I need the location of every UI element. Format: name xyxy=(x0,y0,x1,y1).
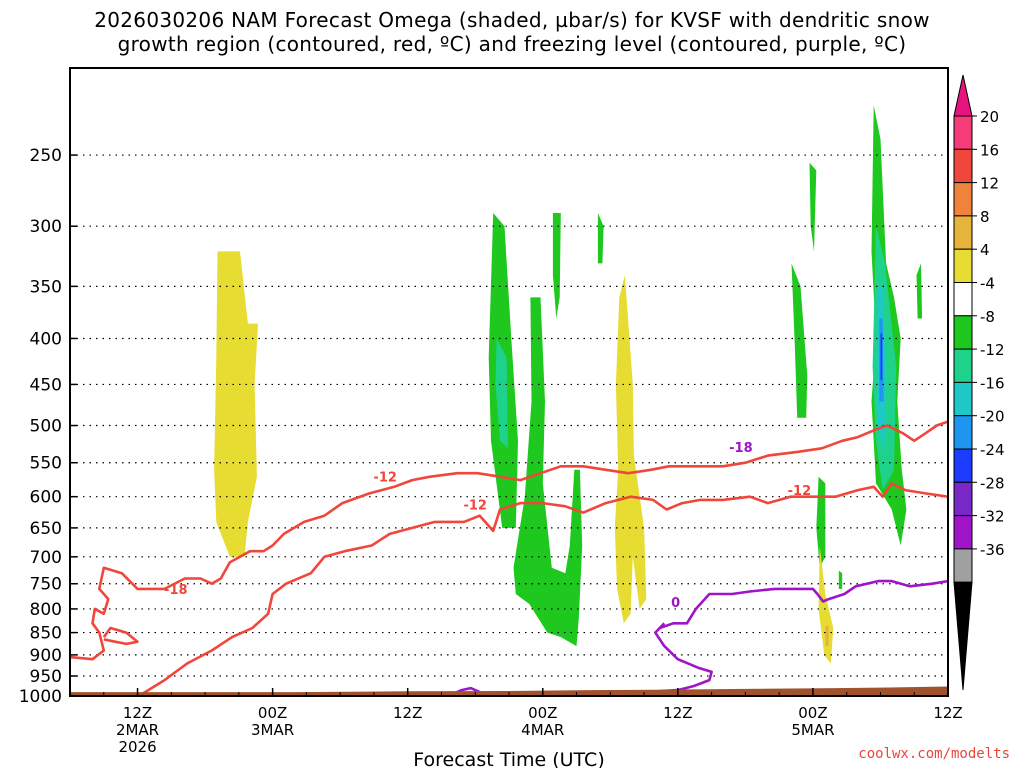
contour-label: 0 xyxy=(671,596,680,611)
colorbar-label: -16 xyxy=(980,374,1005,392)
x-tick-label: 5MAR xyxy=(791,721,834,739)
omega-region xyxy=(214,251,258,557)
colorbar-bottom-arrow xyxy=(953,581,973,691)
chart-title-line2: growth region (contoured, red, ºC) and f… xyxy=(117,32,907,56)
omega-region xyxy=(809,162,817,252)
contour-label: -12 xyxy=(373,471,397,486)
contour-line xyxy=(102,626,139,646)
y-tick-label: 600 xyxy=(30,488,62,508)
omega-region xyxy=(838,570,843,589)
x-tick-label: 12Z xyxy=(393,704,422,722)
colorbar-swatch xyxy=(953,515,973,550)
omega-region xyxy=(597,213,604,264)
omega-region xyxy=(513,297,583,647)
colorbar-label: -12 xyxy=(980,341,1005,359)
colorbar-swatch xyxy=(953,115,973,150)
y-tick-label: 750 xyxy=(30,575,62,595)
colorbar-label: 20 xyxy=(980,108,999,126)
colorbar-swatch xyxy=(953,148,973,184)
x-axis-label: Forecast Time (UTC) xyxy=(413,749,604,768)
y-tick-label: 400 xyxy=(30,329,62,349)
colorbar-label: -4 xyxy=(980,275,995,293)
x-tick-label: 2026 xyxy=(118,738,156,756)
plot-layer: -18 -12 -12 -18 0 -12 xyxy=(70,105,948,696)
y-tick-label: 550 xyxy=(30,454,62,474)
x-tick-label: 12Z xyxy=(123,704,152,722)
colorbar-swatch xyxy=(953,248,973,283)
contour-label: -12 xyxy=(788,484,812,499)
omega-region xyxy=(816,476,826,568)
colorbar-swatch xyxy=(953,215,973,250)
colorbar-label: 12 xyxy=(980,175,999,193)
y-tick-label: 500 xyxy=(30,417,62,437)
y-tick-label: 900 xyxy=(30,646,62,666)
colorbar-swatch xyxy=(953,448,973,483)
y-tick-label: 350 xyxy=(30,277,62,297)
colorbar-label: -28 xyxy=(980,474,1005,492)
colorbar-swatch xyxy=(953,315,973,350)
omega-region xyxy=(818,545,834,664)
colorbar-swatch xyxy=(953,348,973,383)
colorbar-label: 4 xyxy=(980,241,990,259)
x-tick-label: 2MAR xyxy=(116,721,159,739)
x-tick-label: 4MAR xyxy=(521,721,564,739)
colorbar-swatch xyxy=(953,415,973,450)
colorbar-label: -8 xyxy=(980,308,995,326)
x-tick-label: 12Z xyxy=(663,704,692,722)
colorbar-label: -20 xyxy=(980,408,1005,426)
colorbar-label: 8 xyxy=(980,208,990,226)
omega-region xyxy=(552,213,561,319)
x-tick-label: 00Z xyxy=(528,704,557,722)
colorbar-label: 16 xyxy=(980,141,999,159)
colorbar-swatch xyxy=(953,381,973,417)
x-tick-label: 12Z xyxy=(933,704,962,722)
omega-region xyxy=(791,263,808,418)
contour-label: -18 xyxy=(164,583,188,598)
y-tick-label: 250 xyxy=(30,146,62,166)
colorbar-label: -32 xyxy=(980,508,1005,526)
omega-region xyxy=(880,333,883,381)
colorbar-swatch xyxy=(953,548,973,583)
y-tick-label: 850 xyxy=(30,624,62,644)
contour-label: -18 xyxy=(729,441,753,456)
colorbar-label: -24 xyxy=(980,441,1005,459)
omega-region xyxy=(916,263,923,319)
omega-region xyxy=(495,338,508,449)
contour-line xyxy=(70,420,948,661)
y-tick-label: 300 xyxy=(30,217,62,237)
x-tick-label: 00Z xyxy=(798,704,827,722)
colorbar-swatch xyxy=(953,282,973,317)
x-tick-label: 3MAR xyxy=(251,721,294,739)
y-tick-label: 1000 xyxy=(19,687,62,707)
contour-line xyxy=(599,622,713,694)
terrain-fill xyxy=(70,686,948,696)
colorbar-swatch xyxy=(953,481,973,517)
omega-region xyxy=(825,625,829,647)
y-tick-label: 700 xyxy=(30,548,62,568)
source-watermark: coolwx.com/modelts xyxy=(858,746,1010,762)
x-tick-label: 00Z xyxy=(258,704,287,722)
contour-label: -12 xyxy=(463,498,487,513)
y-tick-label: 950 xyxy=(30,667,62,687)
y-tick-label: 800 xyxy=(30,600,62,620)
colorbar-label: -36 xyxy=(980,541,1005,559)
y-tick-label: 450 xyxy=(30,375,62,395)
omega-region xyxy=(614,275,647,624)
y-tick-label: 650 xyxy=(30,519,62,539)
contour-line xyxy=(141,482,948,696)
contour-line xyxy=(659,579,948,630)
chart-title-line1: 2026030206 NAM Forecast Omega (shaded, µ… xyxy=(94,8,930,32)
colorbar-top-arrow xyxy=(953,74,973,117)
colorbar-swatch xyxy=(953,182,973,217)
